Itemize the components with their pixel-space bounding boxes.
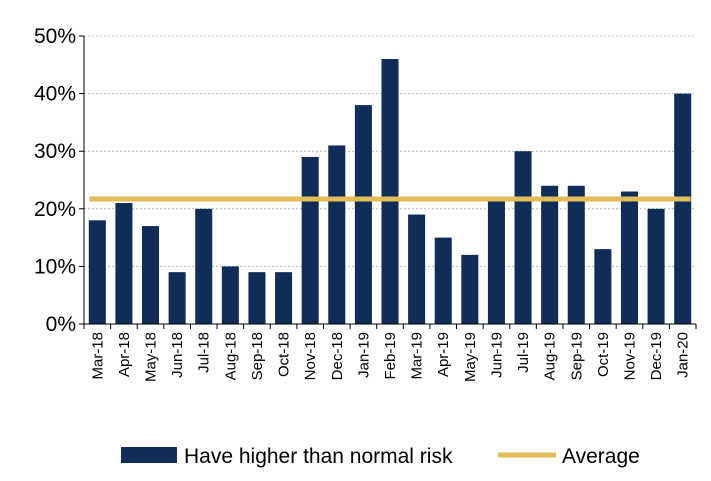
bar-jul-19: [514, 151, 532, 324]
bar-apr-19: [434, 237, 452, 324]
bar-mar-19: [408, 214, 426, 324]
y-tick-labels: 0% 10% 20% 30% 40% 50%: [34, 25, 76, 336]
x-tick-label: Oct-19: [595, 332, 612, 377]
x-tick-label: Jan-20: [675, 332, 692, 378]
y-tick-label: 40%: [34, 83, 76, 106]
legend: Have higher than normal risk Average: [121, 445, 640, 468]
bar-mar-18: [88, 220, 106, 324]
bar-jan-19: [354, 105, 372, 325]
bar-jun-19: [487, 197, 505, 324]
x-tick-label: Dec-18: [329, 332, 346, 380]
x-tick-label: Dec-19: [648, 332, 665, 380]
bar-sep-19: [567, 185, 585, 324]
legend-label-bars: Have higher than normal risk: [184, 445, 453, 468]
x-tick-labels: Mar-18 Apr-18 May-18 Jun-18 Jul-18 Aug-18 Sep-…: [89, 332, 691, 382]
bar-dec-19: [647, 208, 665, 324]
x-tick-label: Jun-18: [169, 332, 186, 378]
x-tick-label: Oct-18: [276, 332, 293, 377]
x-tick-label: Feb-19: [382, 332, 399, 380]
bar-may-19: [461, 254, 479, 324]
legend-label-average: Average: [562, 445, 640, 468]
x-tick-label: Sep-19: [568, 332, 585, 380]
x-tick-label: Aug-18: [222, 332, 239, 380]
bar-dec-18: [328, 145, 346, 324]
x-tick-label: Jan-19: [355, 332, 372, 378]
legend-swatch-bars: [121, 447, 177, 463]
bar-jun-18: [168, 272, 186, 324]
bar-nov-18: [301, 156, 319, 324]
y-tick-label: 30%: [34, 140, 76, 163]
x-tick-label: May-18: [143, 332, 160, 382]
bar-jan-20: [674, 93, 692, 324]
bars: [88, 59, 692, 325]
bar-apr-18: [115, 203, 133, 324]
y-tick-label: 10%: [34, 255, 76, 278]
x-tick-label: Apr-19: [435, 332, 452, 377]
x-tick-label: Nov-18: [302, 332, 319, 380]
bar-jul-18: [195, 208, 213, 324]
x-tick-label: Aug-19: [542, 332, 559, 380]
x-tick-label: Jul-18: [196, 332, 213, 373]
bar-may-18: [142, 226, 160, 324]
x-tick-label: Jul-19: [515, 332, 532, 373]
bar-oct-19: [594, 249, 612, 324]
bar-feb-19: [381, 59, 399, 324]
bar-aug-19: [541, 185, 559, 324]
bar-nov-19: [620, 191, 638, 324]
x-tick-label: Mar-19: [409, 332, 426, 380]
x-tick-label: Mar-18: [89, 332, 106, 380]
bar-sep-18: [248, 272, 266, 324]
y-tick-label: 0%: [46, 313, 76, 336]
x-tick-label: Apr-18: [116, 332, 133, 377]
bar-aug-18: [221, 266, 239, 324]
y-tick-label: 20%: [34, 198, 76, 221]
x-tick-label: Nov-19: [621, 332, 638, 380]
x-tick-label: May-19: [462, 332, 479, 382]
x-tick-label: Jun-19: [488, 332, 505, 378]
y-tick-label: 50%: [34, 25, 76, 48]
x-tick-label: Sep-18: [249, 332, 266, 380]
bar-oct-18: [275, 272, 293, 324]
axes: [79, 35, 697, 329]
